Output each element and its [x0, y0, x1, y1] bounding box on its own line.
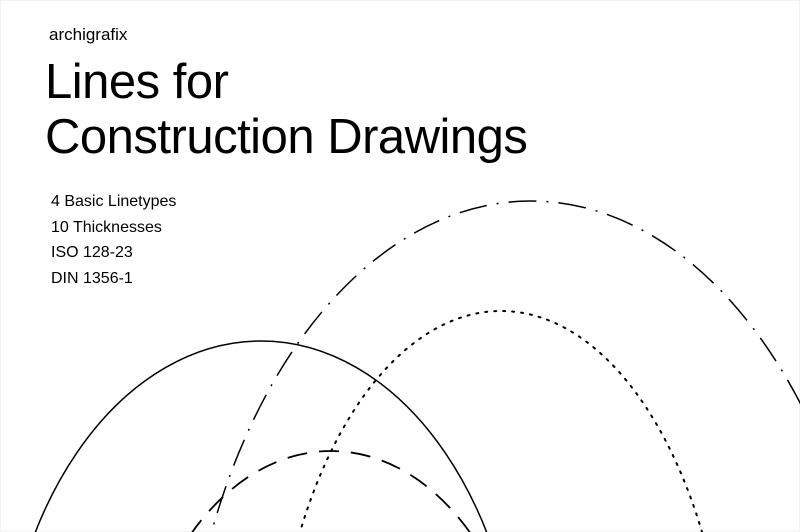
title-line-1: Lines for	[45, 55, 527, 110]
subtext-line-1: 4 Basic Linetypes	[51, 189, 176, 215]
arc-solid	[1, 341, 521, 532]
brand-label: archigrafix	[49, 25, 127, 45]
subtext-line-4: DIN 1356-1	[51, 266, 176, 292]
arc-dash-dot	[181, 201, 800, 532]
arc-dotted	[271, 311, 731, 532]
arc-dashed	[131, 451, 531, 532]
title-line-2: Construction Drawings	[45, 110, 527, 165]
subtext-line-3: ISO 128-23	[51, 240, 176, 266]
subtext-line-2: 10 Thicknesses	[51, 215, 176, 241]
subtext-block: 4 Basic Linetypes 10 Thicknesses ISO 128…	[51, 189, 176, 291]
page-title: Lines for Construction Drawings	[45, 55, 527, 165]
page: archigrafix Lines for Construction Drawi…	[0, 0, 800, 532]
